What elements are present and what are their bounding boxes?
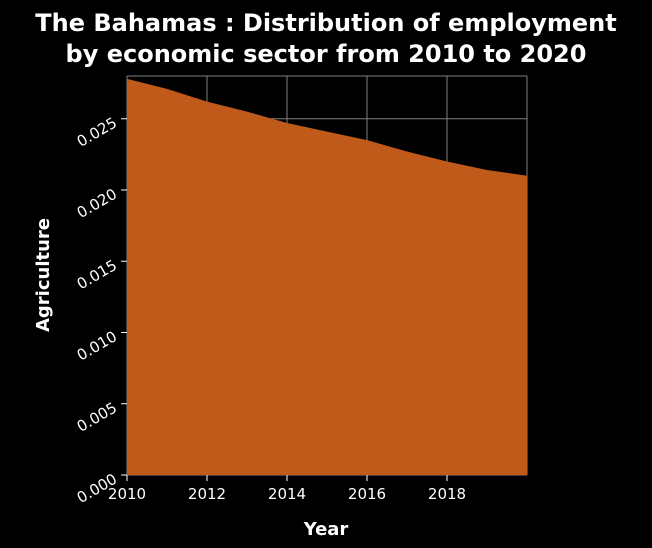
x-axis-ticks: 2010 2012 2014 2016 2018 xyxy=(108,475,466,503)
y-tick-label: 0.005 xyxy=(74,399,120,436)
x-axis-label: Year xyxy=(303,519,349,540)
chart-title-line-1: The Bahamas : Distribution of employment xyxy=(35,9,616,37)
y-tick-label: 0.025 xyxy=(74,114,120,151)
y-axis-label: Agriculture xyxy=(33,218,54,332)
plot-area: 2010 2012 2014 2016 2018 0.0000.0050.0100.01… xyxy=(74,75,528,507)
y-tick-label: 0.010 xyxy=(74,327,120,364)
x-tick-label: 2018 xyxy=(428,485,466,503)
agriculture-area xyxy=(127,78,527,475)
chart-title-line-2: by economic sector from 2010 to 2020 xyxy=(66,40,587,68)
x-tick-label: 2012 xyxy=(188,485,226,503)
x-tick-label: 2010 xyxy=(108,485,146,503)
y-tick-label: 0.020 xyxy=(74,185,120,222)
x-tick-label: 2014 xyxy=(268,485,306,503)
x-tick-label: 2016 xyxy=(348,485,386,503)
y-tick-label: 0.015 xyxy=(74,256,120,293)
